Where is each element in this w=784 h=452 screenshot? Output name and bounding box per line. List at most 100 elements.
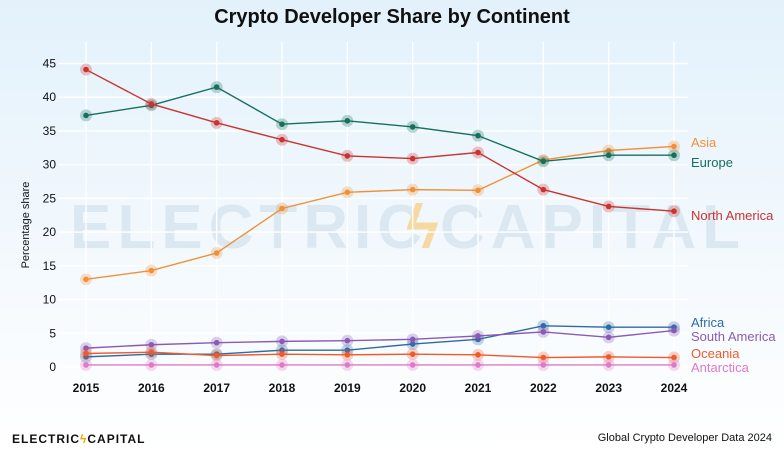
data-point — [605, 334, 612, 341]
x-tick-label: 2023 — [595, 381, 622, 395]
data-point — [671, 354, 677, 361]
bolt-icon: ϟ — [80, 432, 88, 446]
data-point — [605, 362, 612, 368]
x-tick-label: 2016 — [138, 381, 165, 395]
data-point — [83, 112, 89, 119]
source-note: Global Crypto Developer Data 2024 — [597, 432, 772, 444]
end-label-south-america: South America — [691, 329, 776, 344]
data-point — [83, 362, 89, 368]
data-point — [540, 158, 547, 165]
data-point — [475, 333, 481, 339]
y-tick-label: 35 — [43, 124, 57, 138]
data-point — [605, 203, 612, 210]
data-point — [540, 323, 547, 329]
data-point — [213, 84, 220, 90]
brand-logo-right: CAPITAL — [87, 432, 146, 446]
data-point — [213, 120, 220, 126]
x-tick-label: 2020 — [399, 381, 426, 395]
series-line-oceania — [85, 351, 675, 359]
y-tick-label: 5 — [49, 326, 56, 340]
y-tick-label: 40 — [43, 90, 57, 104]
x-tick-label: 2019 — [334, 381, 361, 395]
data-point — [475, 362, 481, 368]
series-line-south-america — [85, 329, 675, 349]
data-point — [671, 362, 677, 368]
data-point — [83, 66, 89, 73]
x-tick-label: 2015 — [73, 381, 100, 395]
end-label-north-america: North America — [691, 208, 774, 223]
data-point — [213, 250, 220, 256]
data-point — [148, 362, 155, 368]
watermark-text-2: CAPITAL — [440, 193, 746, 262]
data-point — [409, 336, 416, 343]
x-tick-label: 2018 — [269, 381, 296, 395]
series-line-north-america — [85, 68, 675, 212]
watermark: ELECTRIC ϟ CAPITAL — [70, 193, 746, 262]
data-point — [409, 124, 416, 130]
chart-title: Crypto Developer Share by Continent — [214, 6, 570, 28]
data-point — [279, 351, 285, 357]
series-line-europe — [85, 86, 674, 162]
data-point — [279, 205, 285, 212]
data-point — [605, 324, 612, 331]
data-point — [148, 267, 155, 274]
y-tick-label: 45 — [43, 56, 57, 70]
brand-logo-left: ELECTRIC — [12, 432, 80, 446]
data-point — [409, 341, 416, 347]
watermark-text-1: ELECTRIC — [70, 193, 428, 262]
data-point — [83, 345, 89, 351]
data-point — [409, 155, 416, 162]
data-point — [148, 349, 155, 355]
end-label-antarctica: Antarctica — [691, 360, 750, 375]
series-line-asia — [85, 145, 675, 281]
brand-logo: ELECTRICϟCAPITAL — [12, 432, 145, 446]
data-point — [344, 347, 351, 353]
data-point — [475, 149, 481, 156]
end-label-asia: Asia — [691, 135, 717, 150]
data-point — [475, 352, 481, 358]
data-point — [671, 208, 677, 214]
data-point — [671, 327, 677, 334]
data-point — [605, 354, 612, 360]
data-point — [540, 354, 547, 361]
data-point — [148, 341, 155, 348]
data-point — [475, 132, 481, 139]
data-point — [409, 362, 416, 368]
data-point — [344, 153, 351, 159]
data-point — [344, 189, 351, 196]
series-antarctica — [80, 358, 680, 371]
data-point — [213, 362, 220, 368]
end-label-europe: Europe — [691, 155, 733, 170]
grid-lines — [58, 42, 688, 373]
data-point — [83, 350, 89, 357]
data-point — [279, 362, 285, 368]
data-point — [344, 118, 351, 124]
data-point — [540, 362, 547, 368]
y-tick-label: 20 — [43, 225, 57, 239]
data-point — [279, 347, 285, 353]
series-group — [80, 63, 680, 371]
data-point — [83, 276, 89, 283]
end-label-oceania: Oceania — [691, 346, 740, 361]
series-asia — [80, 140, 680, 286]
y-axis: 0 5 10 15 20 25 30 35 40 45 — [43, 56, 57, 374]
data-point — [605, 152, 612, 159]
data-point — [671, 152, 677, 159]
y-tick-label: 0 — [49, 360, 56, 374]
data-point — [540, 186, 547, 193]
data-point — [279, 136, 285, 143]
series-north-america — [80, 63, 680, 218]
data-point — [409, 186, 416, 193]
data-point — [671, 143, 677, 150]
x-axis: 2015 2016 2017 2018 2019 2020 2021 2022 2023 2024 — [73, 381, 688, 395]
data-point — [148, 101, 155, 107]
data-point — [344, 352, 351, 358]
x-tick-label: 2017 — [203, 381, 230, 395]
data-point — [344, 337, 351, 344]
y-tick-label: 15 — [43, 259, 57, 273]
y-tick-label: 10 — [43, 293, 57, 307]
series-south-america — [80, 324, 680, 355]
